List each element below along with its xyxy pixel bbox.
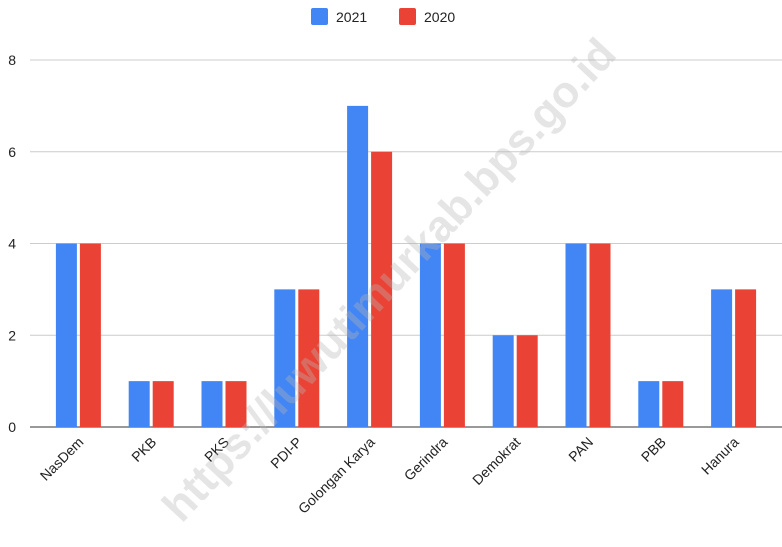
x-tick-label: Demokrat — [469, 434, 523, 488]
bar-2020 — [590, 244, 611, 428]
legend-swatch-2021 — [311, 8, 328, 25]
bar-2020 — [517, 335, 538, 427]
x-tick-label: PAN — [565, 434, 596, 465]
y-tick-label: 2 — [8, 327, 16, 343]
legend-swatch-2020 — [399, 8, 416, 25]
bar-2021 — [202, 381, 223, 427]
y-tick-label: 6 — [8, 144, 16, 160]
bar-2020 — [80, 244, 101, 428]
x-tick-label: Hanura — [698, 434, 742, 478]
bar-2020 — [444, 244, 465, 428]
x-tick-label: PKB — [128, 434, 159, 465]
x-tick-label: Gerindra — [401, 434, 451, 484]
bar-2021 — [493, 335, 514, 427]
x-tick-label: PBB — [638, 434, 669, 465]
y-axis: 0 2 4 6 8 — [8, 52, 16, 435]
bar-2020 — [153, 381, 174, 427]
legend: 2021 2020 — [311, 8, 455, 25]
bar-2021 — [566, 244, 587, 428]
bar-2021 — [347, 106, 368, 427]
x-tick-label: Golongan Karya — [295, 434, 378, 517]
bar-2020 — [735, 289, 756, 427]
bar-2020 — [662, 381, 683, 427]
bar-2021 — [129, 381, 150, 427]
y-tick-label: 4 — [8, 236, 16, 252]
watermark-text: https://luwutimurkab.bps.go.id — [153, 29, 626, 531]
legend-label: 2020 — [424, 9, 455, 25]
x-tick-label: NasDem — [37, 434, 87, 484]
bar-2021 — [56, 244, 77, 428]
y-tick-label: 0 — [8, 419, 16, 435]
legend-label: 2021 — [336, 9, 367, 25]
y-tick-label: 8 — [8, 52, 16, 68]
bar-2021 — [711, 289, 732, 427]
bar-2021 — [638, 381, 659, 427]
